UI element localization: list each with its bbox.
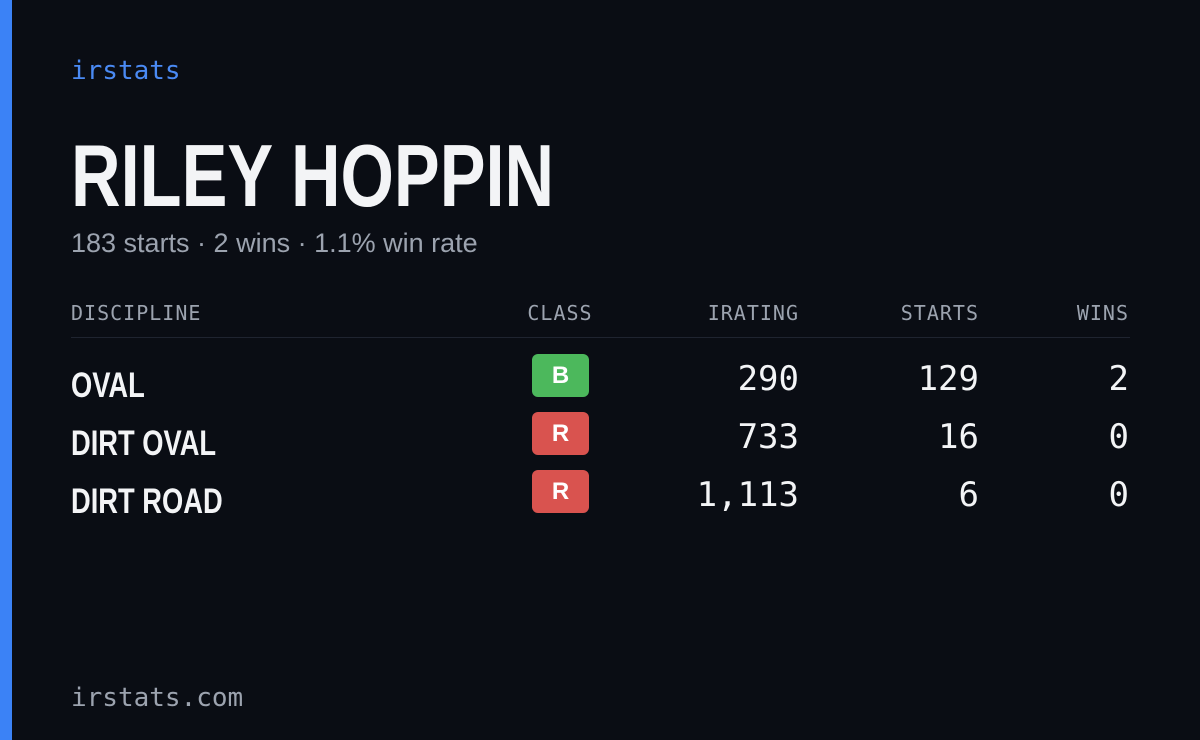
stat-value: 16 (938, 417, 979, 457)
stat-value: 290 (737, 359, 799, 399)
discipline: DIRT OVAL (71, 424, 217, 463)
column-header: WINS (1076, 301, 1129, 325)
footer: irstats.com (71, 683, 244, 713)
column-header: STARTS (900, 301, 979, 325)
column-header: IRATING (707, 301, 799, 325)
column-header: CLASS (527, 301, 593, 325)
stat-value: 129 (917, 359, 979, 399)
accent-bar (0, 0, 12, 740)
stat-value: 1,113 (696, 475, 799, 515)
driver-name: RILEY HOPPIN (71, 126, 555, 225)
stat-value: 733 (737, 417, 799, 457)
class-badge: R (532, 470, 589, 513)
stat-value: 2 (1108, 359, 1129, 399)
driver-summary: 183 starts · 2 wins · 1.1% win rate (71, 228, 478, 258)
column-header: DISCIPLINE (71, 301, 202, 325)
brand: irstats (71, 56, 181, 86)
divider (71, 337, 1130, 338)
discipline: DIRT ROAD (71, 482, 223, 521)
stat-value: 6 (958, 475, 979, 515)
class-badge: R (532, 412, 589, 455)
stat-value: 0 (1108, 417, 1129, 457)
discipline: OVAL (71, 366, 145, 405)
class-badge: B (532, 354, 589, 397)
stat-value: 0 (1108, 475, 1129, 515)
